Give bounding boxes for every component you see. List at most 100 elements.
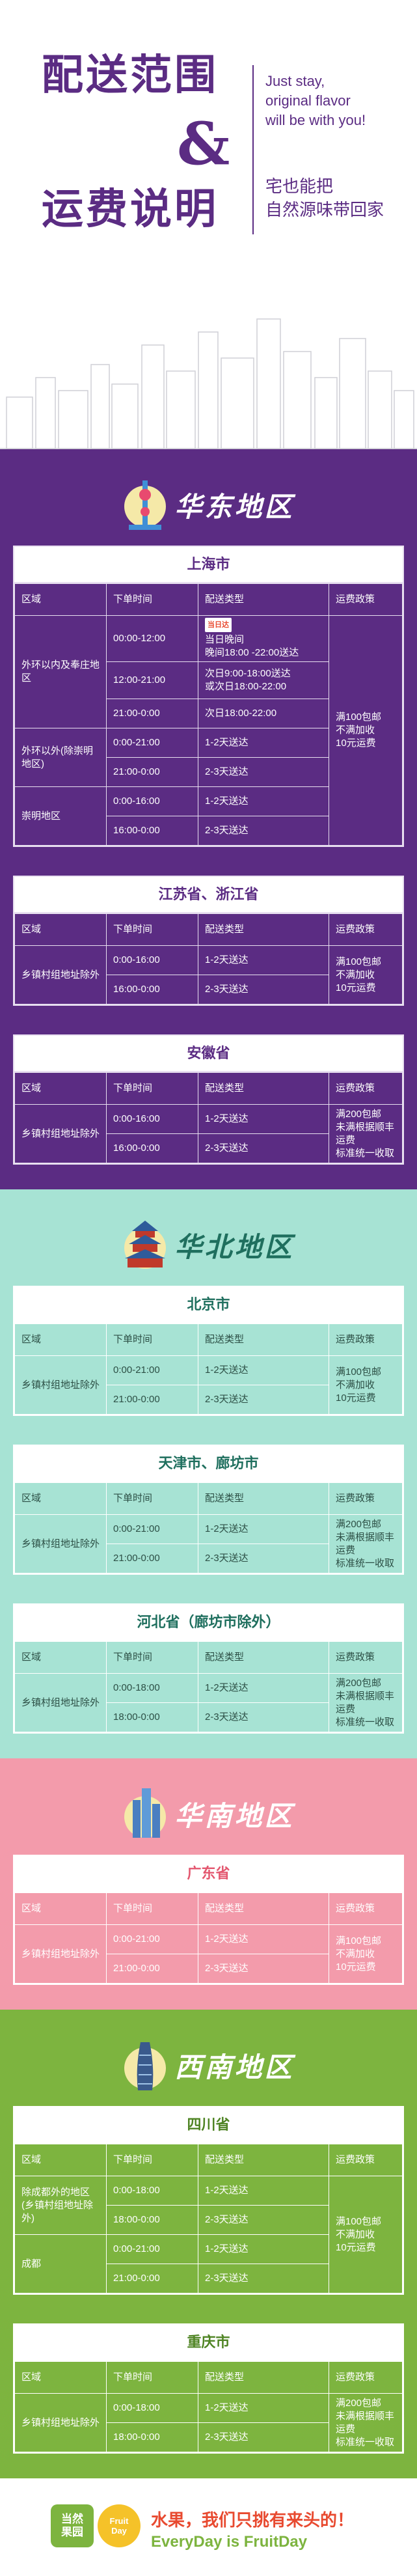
table-row: 16:00-0:00 2-3天送达 xyxy=(15,1133,403,1163)
table-header-row: 区域 下单时间 配送类型 运费政策 xyxy=(14,583,403,616)
province-title: 四川省 xyxy=(14,2107,403,2144)
city-skyline-icon xyxy=(0,318,417,449)
delivery-cell: 2-3天送达 xyxy=(198,2264,329,2293)
title-line-1: 配送范围 xyxy=(42,51,219,98)
shipping-cell: 满200包邮 未满根据顺丰运费 标准统一收取 xyxy=(329,2393,403,2452)
delivery-cell: 2-3天送达 xyxy=(198,1702,329,1732)
time-cell: 21:00-0:00 xyxy=(106,757,198,787)
time-cell: 0:00-18:00 xyxy=(106,2393,198,2423)
shipping-cell: 满100包邮 不满加收 10元运费 xyxy=(329,2176,403,2293)
delivery-cell: 1-2天送达 xyxy=(198,728,329,758)
region-header: 西南地区 xyxy=(13,2036,404,2094)
region-title: 华北地区 xyxy=(174,1231,295,1262)
shipping-table: 区域 下单时间 配送类型 运费政策 乡镇村组地址除外 0:00-21:00 1-… xyxy=(14,1482,403,1573)
table-row: 21:00-0:00 2-3天送达 xyxy=(15,1544,403,1573)
shipping-cell: 满200包邮 未满根据顺丰运费 标准统一收取 xyxy=(329,1514,403,1573)
time-cell: 16:00-0:00 xyxy=(106,816,198,846)
table-row: 外环以外(除崇明地区) 0:00-21:00 1-2天送达 xyxy=(14,728,403,787)
delivery-cell: 1-2天送达 xyxy=(198,1514,329,1544)
shipping-cell: 满100包邮 不满加收 10元运费 xyxy=(329,945,403,1004)
area-cell: 乡镇村组地址除外 xyxy=(14,2393,107,2452)
province-title: 广东省 xyxy=(14,1856,403,1892)
region-south-china: 华南地区 广东省 区域 下单时间 配送类型 运费政策 乡镇村组地址除外 0:00… xyxy=(0,1758,417,2010)
province-title: 天津市、廊坊市 xyxy=(14,1446,403,1482)
col-area: 区域 xyxy=(14,583,107,616)
delivery-cell: 1-2天送达 xyxy=(198,1355,329,1385)
ampersand: & xyxy=(177,109,233,178)
table-row: 21:00-0:00 次日18:00-22:00 xyxy=(15,699,403,728)
delivery-cell: 2-3天送达 xyxy=(198,975,329,1004)
table-row: 外环以内及奉庄地区 00:00-12:00 当日达 当日晚间 晚间18:00 -… xyxy=(14,615,403,846)
region-southwest-china: 西南地区 四川省 区域 下单时间 配送类型 运费政策 除成都外的地区(乡镇村组地… xyxy=(0,2010,417,2478)
table-row: 21:00-0:00 2-3天送达 xyxy=(15,2264,403,2293)
region-north-china: 华北地区 北京市 区域 下单时间 配送类型 运费政策 乡镇村组地址除外 0:00… xyxy=(0,1189,417,1758)
area-cell: 乡镇村组地址除外 xyxy=(14,1673,107,1732)
province-block-sichuan: 四川省 区域 下单时间 配送类型 运费政策 除成都外的地区(乡镇村组地址除外) … xyxy=(13,2106,404,2295)
delivery-cell: 2-3天送达 xyxy=(198,816,329,846)
delivery-cell: 1-2天送达 xyxy=(198,1104,329,1134)
table-row: 除成都外的地区(乡镇村组地址除外) 0:00-18:00 1-2天送达 满100… xyxy=(14,2176,403,2293)
province-block-jiangzhe: 江苏省、浙江省 区域 下单时间 配送类型 运费政策 乡镇村组地址除外 0:00-… xyxy=(13,876,404,1006)
time-cell: 0:00-16:00 xyxy=(106,1104,198,1134)
region-title: 华东地区 xyxy=(174,491,295,522)
time-cell: 0:00-18:00 xyxy=(106,2176,198,2206)
table-row: 21:00-0:00 2-3天送达 xyxy=(15,1954,403,1984)
region-title: 西南地区 xyxy=(174,2051,295,2083)
temple-of-heaven-icon xyxy=(124,1221,167,1269)
delivery-cell: 2-3天送达 xyxy=(198,757,329,787)
delivery-cell: 2-3天送达 xyxy=(198,1544,329,1573)
time-cell: 0:00-21:00 xyxy=(106,1355,198,1385)
table-row: 成都 0:00-21:00 1-2天送达 xyxy=(14,2234,403,2293)
shipping-cell: 满100包邮 不满加收 10元运费 xyxy=(329,1924,403,1984)
table-row: 乡镇村组地址除外 0:00-18:00 1-2天送达 满200包邮 未满根据顺丰… xyxy=(14,2393,403,2452)
table-row: 乡镇村组地址除外 0:00-16:00 1-2天送达 满200包邮 未满根据顺丰… xyxy=(14,1104,403,1163)
table-row: 乡镇村组地址除外 0:00-16:00 1-2天送达 满100包邮 不满加收 1… xyxy=(14,945,403,1004)
province-block-hebei: 河北省（廊坊市除外） 区域 下单时间 配送类型 运费政策 乡镇村组地址除外 0:… xyxy=(13,1603,404,1734)
delivery-cell: 2-3天送达 xyxy=(198,1385,329,1415)
time-cell: 21:00-0:00 xyxy=(106,1385,198,1415)
table-row: 乡镇村组地址除外 0:00-21:00 1-2天送达 满200包邮 未满根据顺丰… xyxy=(14,1514,403,1573)
table-header-row: 区域 下单时间 配送类型 运费政策 xyxy=(14,1072,403,1105)
province-title: 河北省（廊坊市除外） xyxy=(14,1605,403,1641)
table-header-row: 区域 下单时间 配送类型 运费政策 xyxy=(14,1323,403,1356)
time-cell: 0:00-21:00 xyxy=(106,1924,198,1954)
table-row: 21:00-0:00 2-3天送达 xyxy=(15,1385,403,1415)
title-line-2: 运费说明 xyxy=(42,186,219,232)
time-cell: 21:00-0:00 xyxy=(106,1544,198,1573)
table-header-row: 区域 下单时间 配送类型 运费政策 xyxy=(14,913,403,946)
delivery-cell: 2-3天送达 xyxy=(198,2422,329,2452)
region-header: 华北地区 xyxy=(13,1215,404,1274)
shipping-table: 区域 下单时间 配送类型 运费政策 外环以内及奉庄地区 00:00-12:00 … xyxy=(14,583,403,846)
table-header-row: 区域 下单时间 配送类型 运费政策 xyxy=(14,2144,403,2176)
skyscraper-icon xyxy=(124,1788,167,1838)
time-cell: 00:00-12:00 xyxy=(106,615,198,662)
table-row: 16:00-0:00 2-3天送达 xyxy=(15,975,403,1004)
delivery-cell: 2-3天送达 xyxy=(198,1133,329,1163)
table-row: 乡镇村组地址除外 0:00-18:00 1-2天送达 满200包邮 未满根据顺丰… xyxy=(14,1673,403,1732)
province-title: 重庆市 xyxy=(14,2325,403,2361)
province-block-beijing: 北京市 区域 下单时间 配送类型 运费政策 乡镇村组地址除外 0:00-21:0… xyxy=(13,1286,404,1416)
area-cell: 乡镇村组地址除外 xyxy=(14,1355,107,1415)
table-header-row: 区域 下单时间 配送类型 运费政策 xyxy=(14,2361,403,2394)
area-cell: 外环以外(除崇明地区) xyxy=(14,728,107,787)
area-cell: 崇明地区 xyxy=(14,786,107,846)
region-header: 华南地区 xyxy=(13,1784,404,1843)
area-cell: 外环以内及奉庄地区 xyxy=(14,615,107,728)
province-block-guangdong: 广东省 区域 下单时间 配送类型 运费政策 乡镇村组地址除外 0:00-21:0… xyxy=(13,1855,404,1985)
delivery-cell: 次日18:00-22:00 xyxy=(198,699,329,728)
province-title: 江苏省、浙江省 xyxy=(14,877,403,913)
province-block-chongqing: 重庆市 区域 下单时间 配送类型 运费政策 乡镇村组地址除外 0:00-18:0… xyxy=(13,2323,404,2454)
delivery-cell: 当日达 当日晚间 晚间18:00 -22:00送达 xyxy=(198,615,329,662)
time-cell: 12:00-21:00 xyxy=(106,661,198,699)
footer: 当然 果园 Fruit Day 水果，我们只挑有来头的！ EveryDay is… xyxy=(0,2478,417,2576)
province-block-shanghai: 上海市 区域 下单时间 配送类型 运费政策 外环以内及奉庄地区 00:00-12… xyxy=(13,546,404,847)
time-cell: 21:00-0:00 xyxy=(106,699,198,728)
table-header-row: 区域 下单时间 配送类型 运费政策 xyxy=(14,1641,403,1674)
table-row: 12:00-21:00 次日9:00-18:00送达 或次日18:00-22:0… xyxy=(15,661,403,699)
brand-logo: 当然 果园 xyxy=(51,2504,94,2547)
table-row: 16:00-0:00 2-3天送达 xyxy=(15,816,403,846)
pearl-tower-icon xyxy=(124,480,167,530)
col-order-time: 下单时间 xyxy=(106,583,198,616)
province-title: 上海市 xyxy=(14,547,403,583)
